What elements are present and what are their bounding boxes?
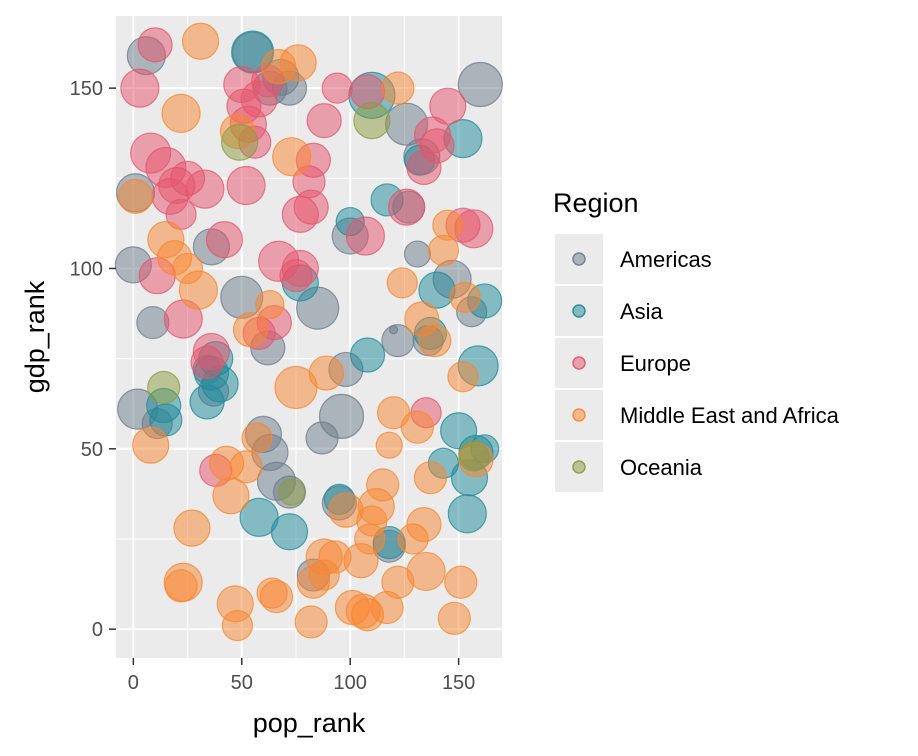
y-axis-title: gdp_rank xyxy=(20,280,50,393)
data-points xyxy=(114,22,503,642)
legend: Region Americas Asia Europe Middle East and… xyxy=(553,188,840,492)
y-axis-ticks: 0 50 100 150 xyxy=(70,78,116,641)
point-oceania-4 xyxy=(278,478,306,506)
point-middle-east-and-africa-10 xyxy=(173,509,211,547)
point-middle-east-and-africa-46 xyxy=(406,506,442,543)
point-europe-0 xyxy=(120,68,160,108)
point-middle-east-and-africa-0 xyxy=(117,178,154,214)
point-europe-31 xyxy=(306,102,342,139)
point-oceania-2 xyxy=(353,101,391,140)
legend-key-europe xyxy=(572,356,586,370)
point-oceania-3 xyxy=(458,440,490,472)
point-middle-east-and-africa-58 xyxy=(350,598,385,632)
legend-title: Region xyxy=(553,188,639,218)
point-europe-33 xyxy=(345,216,385,256)
point-europe-32 xyxy=(321,72,353,104)
point-middle-east-and-africa-38 xyxy=(375,431,403,459)
point-middle-east-and-africa-49 xyxy=(418,324,452,358)
point-middle-east-and-africa-48 xyxy=(413,461,448,495)
legend-key-oceania xyxy=(572,460,586,474)
x-tick-label-0: 0 xyxy=(128,672,139,694)
legend-label-middle-east-and-africa: Middle East and Africa xyxy=(620,403,840,428)
point-americas-7 xyxy=(220,275,264,319)
point-middle-east-and-africa-44 xyxy=(400,410,435,444)
legend-label-europe: Europe xyxy=(620,351,691,376)
point-middle-east-and-africa-16 xyxy=(241,422,273,454)
point-asia-11 xyxy=(349,337,386,373)
point-europe-39 xyxy=(429,87,467,125)
legend-key-americas xyxy=(572,252,586,266)
point-middle-east-and-africa-54 xyxy=(447,361,479,393)
point-americas-26 xyxy=(403,240,432,268)
point-europe-38 xyxy=(419,128,455,164)
point-europe-30 xyxy=(281,195,319,233)
point-europe-1 xyxy=(137,27,173,63)
point-middle-east-and-africa-12 xyxy=(212,477,250,515)
point-middle-east-and-africa-53 xyxy=(444,565,478,599)
x-axis-ticks: 0 50 100 150 xyxy=(128,658,475,694)
point-middle-east-and-africa-6 xyxy=(178,270,219,310)
point-asia-8 xyxy=(270,513,309,551)
y-tick-label-0: 0 xyxy=(92,619,103,641)
point-middle-east-and-africa-28 xyxy=(308,355,344,391)
x-tick-label-2: 100 xyxy=(334,672,367,694)
point-middle-east-and-africa-9 xyxy=(163,562,203,602)
point-europe-26 xyxy=(281,249,319,288)
point-europe-11 xyxy=(205,221,244,259)
point-americas-19 xyxy=(318,393,365,439)
point-americas-23 xyxy=(388,325,399,335)
point-middle-east-and-africa-4 xyxy=(161,93,201,133)
point-middle-east-and-africa-7 xyxy=(181,22,220,60)
legend-label-oceania: Oceania xyxy=(620,455,703,480)
point-middle-east-and-africa-20 xyxy=(259,580,294,614)
legend-entries: Americas Asia Europe Middle East and Africa… xyxy=(555,234,840,492)
point-oceania-1 xyxy=(221,123,259,161)
point-middle-east-and-africa-17 xyxy=(232,312,269,348)
x-axis-title: pop_rank xyxy=(253,708,366,738)
point-middle-east-and-africa-21 xyxy=(272,137,312,177)
legend-label-americas: Americas xyxy=(620,247,712,272)
point-oceania-0 xyxy=(147,370,181,405)
y-tick-label-2: 100 xyxy=(70,258,103,280)
point-middle-east-and-africa-60 xyxy=(261,48,297,85)
point-middle-east-and-africa-42 xyxy=(386,267,418,299)
point-europe-15 xyxy=(226,165,266,206)
point-middle-east-and-africa-18 xyxy=(255,289,285,320)
point-middle-east-and-africa-37 xyxy=(366,468,400,502)
point-middle-east-and-africa-41 xyxy=(381,71,415,105)
point-europe-10 xyxy=(185,169,225,209)
y-tick-label-1: 50 xyxy=(81,439,103,461)
point-middle-east-and-africa-25 xyxy=(294,605,328,639)
point-europe-34 xyxy=(387,188,426,226)
point-middle-east-and-africa-47 xyxy=(406,551,446,592)
legend-label-asia: Asia xyxy=(620,299,664,324)
point-europe-13 xyxy=(192,332,231,371)
point-middle-east-and-africa-15 xyxy=(229,450,263,484)
point-middle-east-and-africa-55 xyxy=(449,281,481,313)
legend-key-asia xyxy=(572,304,586,318)
point-asia-20 xyxy=(447,494,487,534)
x-tick-label-1: 50 xyxy=(231,672,253,694)
legend-key-middle-east-and-africa xyxy=(572,408,586,422)
point-americas-31 xyxy=(457,61,503,108)
y-tick-label-3: 150 xyxy=(70,78,103,100)
point-middle-east-and-africa-51 xyxy=(432,209,464,241)
point-middle-east-and-africa-1 xyxy=(132,426,170,464)
point-middle-east-and-africa-14 xyxy=(216,585,254,623)
x-tick-label-3: 150 xyxy=(442,672,475,694)
point-middle-east-and-africa-52 xyxy=(437,601,471,635)
